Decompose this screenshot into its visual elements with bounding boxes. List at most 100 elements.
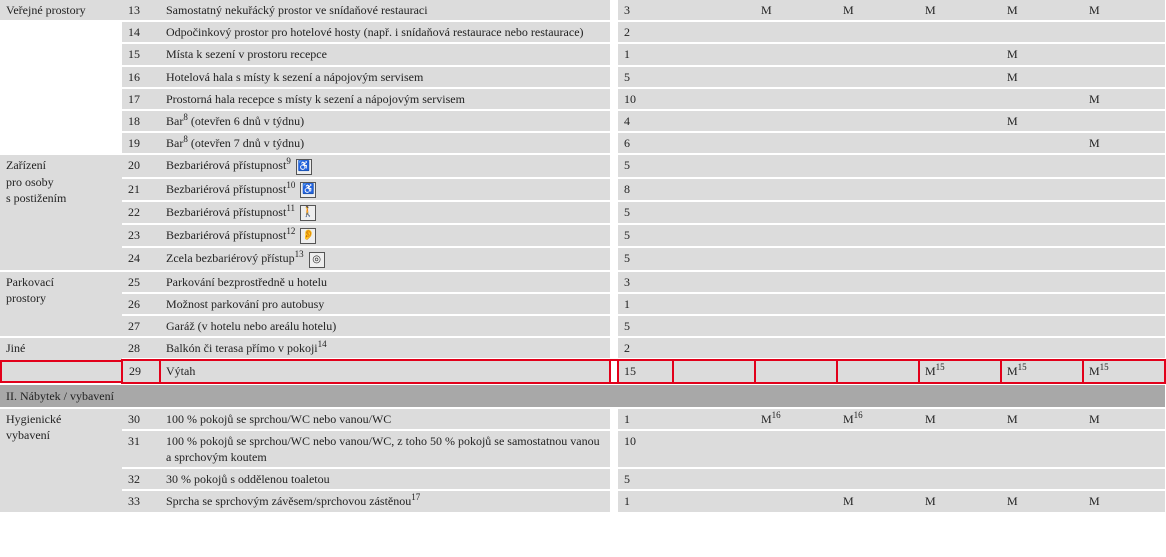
table-row: Jiné28Balkón či terasa přímo v pokoji142 <box>0 338 1166 358</box>
row-description: Bezbariérová přístupnost12 👂 <box>160 225 610 246</box>
table-row: 33Sprcha se sprchovým závěsem/sprchovou … <box>0 491 1166 511</box>
row-number: 19 <box>122 133 160 153</box>
mark-cell <box>1083 294 1165 314</box>
row-description: Možnost parkování pro autobusy <box>160 294 610 314</box>
mark-cell <box>673 469 755 489</box>
mark-cell <box>837 22 919 42</box>
mark-cell: M <box>1001 67 1083 87</box>
table-row: 14Odpočinkový prostor pro hotelové hosty… <box>0 22 1166 42</box>
row-points: 5 <box>618 469 673 489</box>
mark-cell: M16 <box>837 409 919 429</box>
row-points: 5 <box>618 248 673 269</box>
mark-cell <box>837 431 919 467</box>
row-description: Samostatný nekuřácký prostor ve snídaňov… <box>160 0 610 20</box>
row-number: 16 <box>122 67 160 87</box>
category-label: Parkovacíprostory <box>0 272 122 337</box>
mark-cell <box>755 67 837 87</box>
mark-cell <box>673 44 755 64</box>
mark-cell <box>1001 202 1083 223</box>
mark-cell <box>673 179 755 200</box>
mark-cell <box>1001 469 1083 489</box>
mark-cell <box>755 491 837 511</box>
category-label: Jiné <box>0 338 122 382</box>
accessibility-icon: 🚶 <box>300 205 316 221</box>
mark-cell <box>919 155 1001 176</box>
row-description: Bar8 (otevřen 7 dnů v týdnu) <box>160 133 610 153</box>
row-points: 1 <box>618 409 673 429</box>
mark-cell <box>919 338 1001 358</box>
mark-cell: M15 <box>919 360 1001 382</box>
mark-cell <box>919 248 1001 269</box>
row-points: 3 <box>618 272 673 292</box>
mark-cell <box>837 44 919 64</box>
mark-cell <box>919 272 1001 292</box>
mark-cell <box>673 431 755 467</box>
mark-cell: M <box>837 491 919 511</box>
row-number: 32 <box>122 469 160 489</box>
mark-cell <box>919 294 1001 314</box>
mark-cell <box>755 469 837 489</box>
mark-cell <box>755 133 837 153</box>
mark-cell <box>1083 67 1165 87</box>
mark-cell <box>673 360 755 382</box>
row-description: Balkón či terasa přímo v pokoji14 <box>160 338 610 358</box>
mark-cell <box>673 155 755 176</box>
table-row: 15Místa k sezení v prostoru recepce1M <box>0 44 1166 64</box>
mark-cell <box>1083 316 1165 336</box>
row-description: Bar8 (otevřen 6 dnů v týdnu) <box>160 111 610 131</box>
row-number: 15 <box>122 44 160 64</box>
mark-cell <box>755 360 837 382</box>
mark-cell <box>1083 225 1165 246</box>
mark-cell <box>919 431 1001 467</box>
mark-cell <box>837 133 919 153</box>
accessibility-icon: ◎ <box>309 252 325 268</box>
mark-cell <box>1001 294 1083 314</box>
table-row: Veřejné prostory13Samostatný nekuřácký p… <box>0 0 1166 20</box>
row-number: 26 <box>122 294 160 314</box>
mark-cell <box>837 155 919 176</box>
table-row: 31100 % pokojů se sprchou/WC nebo vanou/… <box>0 431 1166 467</box>
row-number: 14 <box>122 22 160 42</box>
mark-cell <box>1083 469 1165 489</box>
mark-cell <box>919 22 1001 42</box>
mark-cell <box>837 272 919 292</box>
accessibility-icon: 👂 <box>300 228 316 244</box>
mark-cell <box>755 111 837 131</box>
row-points: 8 <box>618 179 673 200</box>
table-row: Hygienickévybavení30100 % pokojů se sprc… <box>0 409 1166 429</box>
mark-cell <box>837 179 919 200</box>
row-description: 30 % pokojů s oddělenou toaletou <box>160 469 610 489</box>
mark-cell: M <box>1001 111 1083 131</box>
mark-cell <box>1083 22 1165 42</box>
mark-cell <box>755 338 837 358</box>
table-row: 19Bar8 (otevřen 7 dnů v týdnu)6M <box>0 133 1166 153</box>
table-row: 29Výtah15M15M15M15 <box>0 360 1166 382</box>
mark-cell <box>919 67 1001 87</box>
mark-cell <box>755 44 837 64</box>
row-number: 24 <box>122 248 160 269</box>
row-description: Garáž (v hotelu nebo areálu hotelu) <box>160 316 610 336</box>
mark-cell <box>673 67 755 87</box>
category-label: Zařízenípro osobys postižením <box>0 155 122 269</box>
mark-cell <box>673 0 755 20</box>
category-label: Veřejné prostory <box>0 0 122 20</box>
table-row: 27Garáž (v hotelu nebo areálu hotelu)5 <box>0 316 1166 336</box>
table-row: 16Hotelová hala s místy k sezení a nápoj… <box>0 67 1166 87</box>
mark-cell <box>755 202 837 223</box>
mark-cell: M <box>1083 409 1165 429</box>
mark-cell <box>755 248 837 269</box>
row-description: Odpočinkový prostor pro hotelové hosty (… <box>160 22 610 42</box>
mark-cell <box>673 272 755 292</box>
row-points: 3 <box>618 0 673 20</box>
mark-cell: M16 <box>755 409 837 429</box>
mark-cell <box>1001 89 1083 109</box>
row-points: 5 <box>618 225 673 246</box>
row-points: 5 <box>618 202 673 223</box>
mark-cell <box>1083 155 1165 176</box>
row-number: 31 <box>122 431 160 467</box>
accessibility-icon: ♿ <box>296 159 312 175</box>
row-number: 21 <box>122 179 160 200</box>
mark-cell: M <box>837 0 919 20</box>
row-description: 100 % pokojů se sprchou/WC nebo vanou/WC <box>160 409 610 429</box>
mark-cell <box>1001 248 1083 269</box>
